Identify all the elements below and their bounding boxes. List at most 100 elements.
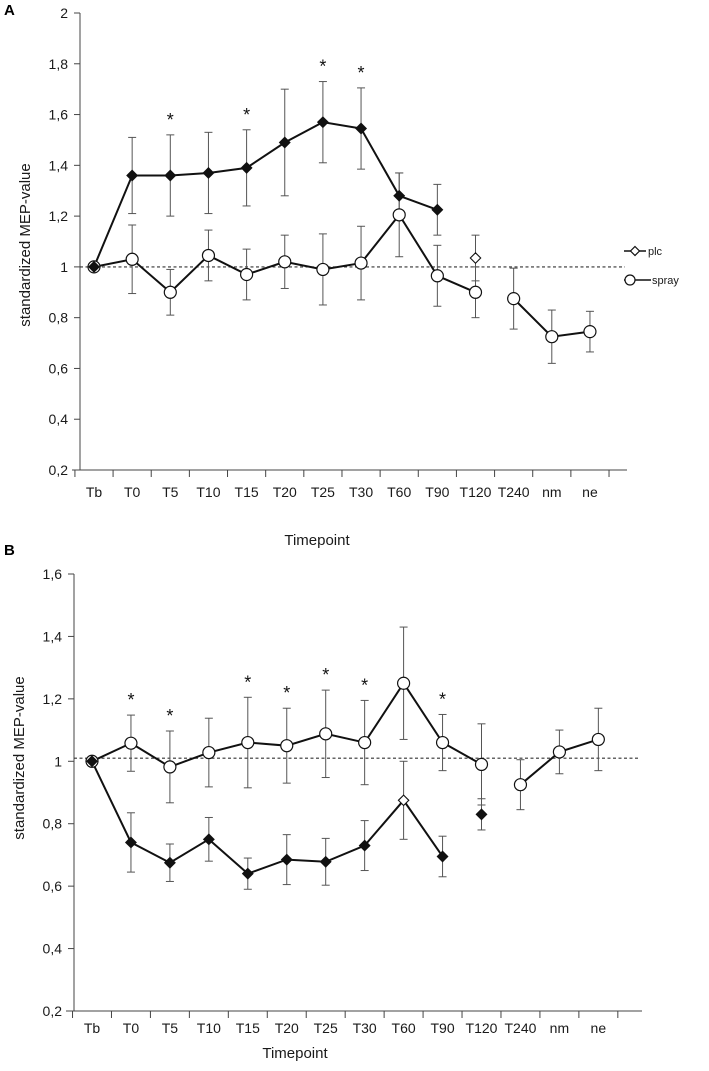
panel-a-series-open-point-open-circle (468, 285, 483, 299)
panel-b-x-tick-label: T240 (504, 1020, 536, 1036)
panel-b-y-tick-label: 0,6 (43, 878, 63, 894)
panel-b-x-tick-label: T120 (466, 1020, 498, 1036)
panel-a-series-open-point-open-circle (507, 292, 521, 306)
panel-a-x-tick-label: T0 (124, 484, 141, 500)
panel-a-series-filled-point-filled-diamond (316, 116, 329, 129)
panel-b-x-tick-label: T10 (197, 1020, 221, 1036)
panel-b-y-tick-label: 1 (54, 753, 62, 769)
panel-a-series-open-point-open-circle (201, 248, 216, 263)
panel-b-series-filled-point-filled-diamond (475, 808, 488, 821)
panel-a-significance-asterisk: * (358, 63, 365, 83)
panel-a-axes (72, 12, 627, 477)
panel-b-x-tick-label: Tb (84, 1020, 101, 1036)
panel-a-significance-asterisk: * (167, 110, 174, 130)
legend-label-plc: plc (648, 246, 663, 258)
panel-a-y-axis-title: standardized MEP-value (17, 163, 34, 326)
legend-plc-open-diamond-marker (629, 245, 641, 257)
panel-a-series-open-point-open-circle (583, 325, 597, 339)
panel-b-series-open-point-open-circle (202, 745, 216, 760)
panel-b-significance-asterisk: * (127, 690, 134, 710)
panel-a-series-open-point-open-circle (392, 208, 406, 222)
panel-b-significance-markers: * * * * * * * (127, 665, 446, 726)
panel-b-series-filled-point-filled-diamond (202, 833, 215, 846)
panel-b-x-tick-label: T15 (236, 1020, 260, 1036)
panel-b-series-filled-point-filled-diamond (358, 839, 371, 852)
panel-b-series-open-point-open-circle (124, 736, 138, 750)
panel-a-x-tick-label: Tb (86, 484, 103, 500)
panel-b-x-tick-label: T90 (430, 1020, 454, 1036)
panel-a-series-open-point-open-circle (354, 256, 368, 270)
panel-a-series-filled-point-filled-diamond (164, 169, 177, 182)
panel-a-y-tick-label: 0,4 (49, 411, 69, 427)
panel-b-x-axis-title: Timepoint (262, 1045, 328, 1062)
panel-b-series-filled-point-filled-diamond (241, 867, 254, 880)
panel-a-y-tick-label: 0,6 (49, 360, 69, 376)
panel-a-x-tick-label: T15 (235, 484, 259, 500)
panel-b-y-tick-label: 0,8 (43, 816, 63, 832)
panel-a-x-tick-label: T120 (460, 484, 492, 500)
panel-b-significance-asterisk: * (166, 706, 173, 726)
panel-b-letter: B (4, 542, 15, 559)
panel-b-significance-asterisk: * (322, 665, 329, 685)
panel-b-series-open-point-open-circle (319, 727, 333, 741)
panel-a-y-tick-label: 2 (60, 5, 68, 21)
panel-a-series-filled-point-filled-diamond (202, 166, 215, 179)
panel-a-series-open-point-open-circle (163, 285, 177, 299)
panel-a-series-filled-point-filled-diamond (393, 189, 406, 202)
panel-a-series-open-point-open-circle (316, 262, 330, 277)
panel-a-x-tick-label: T5 (162, 484, 179, 500)
panel-b-series-open-point-open-circle (163, 760, 177, 774)
panel-a-plot-area (80, 81, 625, 364)
panel-a-series-open-point-open-circle (240, 267, 254, 282)
panel-a-x-tick-label: T10 (196, 484, 220, 500)
panel-a-y-tick-label: 1,6 (49, 107, 69, 123)
panel-b-series-filled-point-filled-diamond (319, 855, 332, 868)
panel-b-x-tick-labels: Tb T0 T5 T10 T15 T20 T25 T30 T60 T90 T120 T240 nm ne (84, 1020, 607, 1036)
panel-a-y-tick-label: 1,4 (49, 157, 69, 173)
panel-a-series-filled-point-open-diamond (469, 252, 482, 264)
panel-b-y-tick-label: 1,6 (43, 566, 63, 582)
panel-a-series-filled-point-filled-diamond (431, 203, 444, 216)
panel-b-y-tick-label: 1,4 (43, 628, 63, 644)
panel-a-series-filled-point-filled-diamond (355, 122, 368, 135)
panel-a-y-tick-label: 1,2 (49, 208, 69, 224)
panel-a-series-open-point-open-circle (430, 269, 444, 283)
panel-b-x-tick-label: T5 (162, 1020, 179, 1036)
panel-a-series-open-point-open-circle (125, 252, 139, 266)
panel-b-y-tick-labels: 0,2 0,4 0,6 0,8 1 1,2 1,4 1,6 (43, 566, 63, 1019)
panel-a-series-filled-point-filled-diamond (240, 161, 253, 174)
legend-spray-open-circle-marker (624, 274, 636, 286)
panel-b-chart: B Tb T0 T5 T10 T15 T20 T25 T30 T60 T90 T120 T240 nm n… (4, 542, 642, 1062)
panel-b-y-tick-label: 0,4 (43, 941, 63, 957)
panel-b-y-tick-label: 0,2 (43, 1003, 63, 1019)
panel-a-series-open-point-open-circle (278, 255, 292, 269)
panel-a-x-tick-label: T20 (273, 484, 297, 500)
panel-a-y-tick-label: 1 (60, 259, 68, 275)
panel-a-x-tick-label: nm (542, 484, 561, 500)
panel-b-x-tick-label: T60 (392, 1020, 416, 1036)
panel-b-series-filled-point-filled-diamond (86, 755, 98, 768)
panel-a-x-axis-title: Timepoint (284, 532, 350, 549)
panel-a-significance-asterisk: * (243, 105, 250, 125)
panel-a-x-tick-label: T60 (387, 484, 411, 500)
panel-a-y-tick-labels: 0,2 0,4 0,6 0,8 1 1,2 1,4 1,6 1,8 2 (49, 5, 69, 478)
panel-b-x-tick-label: T30 (353, 1020, 377, 1036)
panel-b-y-tick-label: 1,2 (43, 691, 63, 707)
panel-b-series-filled-point-filled-diamond (163, 856, 176, 869)
panel-b-series-open-point-open-circle (591, 732, 605, 747)
panel-b-series-open-point-open-circle (552, 745, 567, 759)
panel-a-x-tick-label: T25 (311, 484, 335, 500)
panel-a-series-filled-line (93, 121, 438, 268)
panel-a-x-tick-label: ne (582, 484, 598, 500)
legend-label-spray: spray (652, 275, 679, 287)
panel-a-significance-markers: * * * * (167, 57, 365, 130)
panel-a-series-filled-point-filled-diamond (88, 260, 100, 273)
panel-a-chart: A Tb T0 T5 T10 T15 T20 T25 T30 T60 T90 T120 T240 nm n… (4, 2, 679, 549)
panel-a-x-tick-label: T240 (498, 484, 530, 500)
panel-b-series-filled-line (91, 760, 444, 875)
panel-a-y-tick-label: 0,8 (49, 310, 69, 326)
panel-b-series-open-point-open-circle (435, 735, 450, 750)
panel-b-axes (66, 573, 642, 1018)
panel-b-series-filled-point-filled-diamond (124, 836, 137, 849)
